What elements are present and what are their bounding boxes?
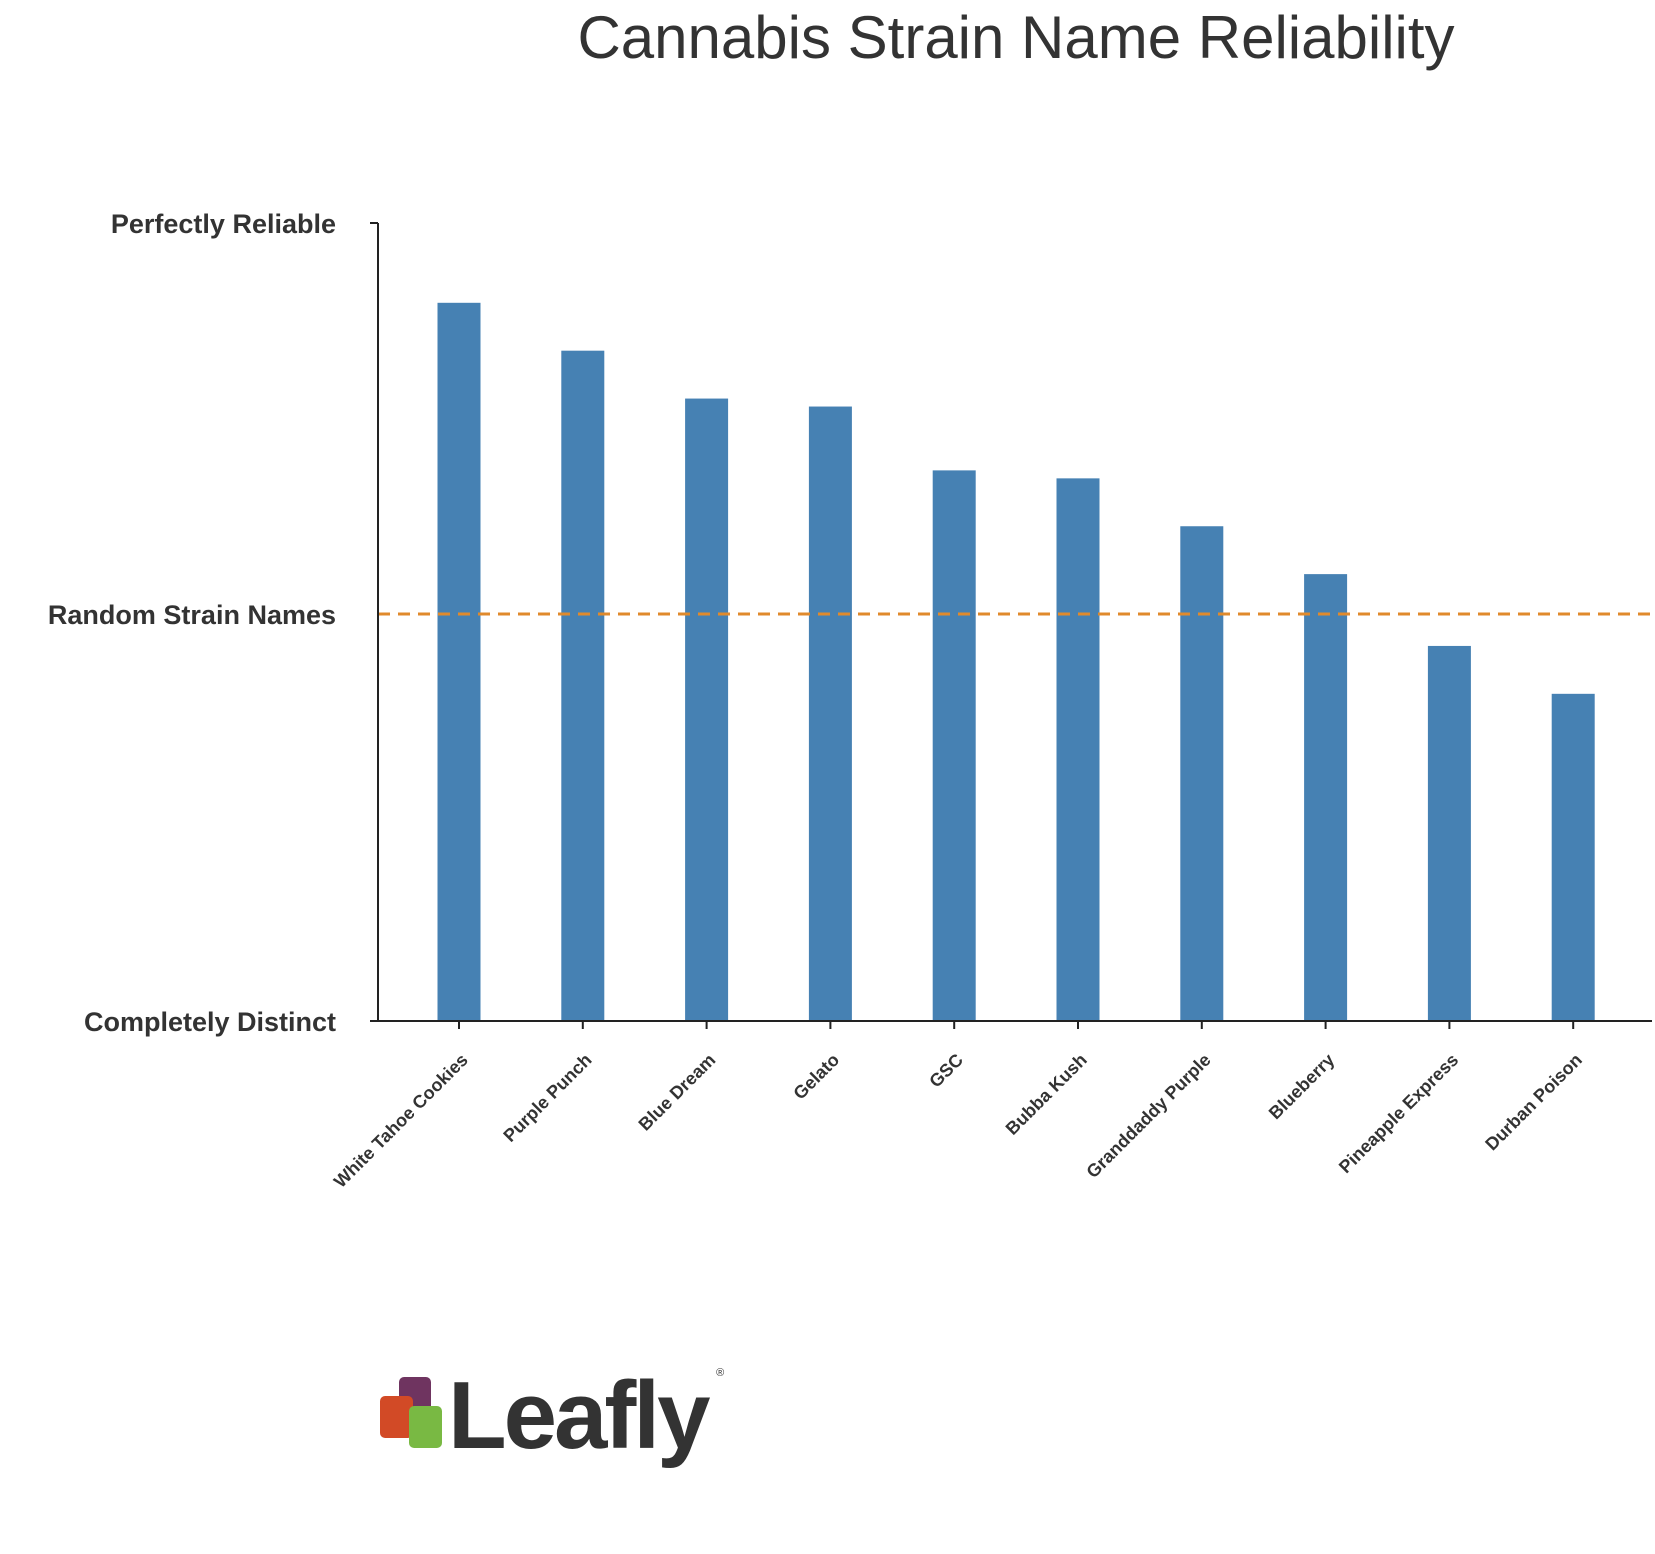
bar (808, 406, 852, 1021)
bar (1427, 645, 1471, 1021)
y-tick-label: Random Strain Names (48, 600, 336, 630)
logo-text: Leafly (448, 1362, 710, 1469)
y-tick-label: Completely Distinct (84, 1007, 336, 1037)
leafly-logo: Leafly ® (380, 1362, 724, 1469)
bar (437, 302, 481, 1021)
logo-square-orange (380, 1396, 413, 1438)
bar (561, 350, 605, 1021)
bar (1180, 526, 1224, 1021)
x-tick-label: White Tahoe Cookies (330, 1050, 472, 1192)
x-tick-label: Blue Dream (635, 1050, 720, 1135)
x-tick-label: Bubba Kush (1002, 1050, 1091, 1139)
x-tick-label: Gelato (789, 1050, 843, 1104)
bar (932, 470, 976, 1021)
x-tick-label: GSC (925, 1050, 967, 1092)
x-tick-label: Purple Punch (499, 1050, 595, 1146)
logo-square-green (409, 1406, 442, 1448)
bar (1551, 693, 1595, 1021)
y-tick-label: Perfectly Reliable (111, 209, 336, 239)
x-tick-label: Pineapple Express (1335, 1050, 1462, 1177)
chart-title: Cannabis Strain Name Reliability (577, 4, 1454, 71)
registered-mark: ® (716, 1367, 724, 1379)
x-tick-label: Blueberry (1265, 1050, 1339, 1124)
x-tick-label: Granddaddy Purple (1082, 1050, 1214, 1182)
bar (685, 398, 729, 1021)
bar (1056, 478, 1100, 1021)
bar (1304, 574, 1348, 1021)
x-tick-label: Durban Poison (1481, 1050, 1586, 1155)
